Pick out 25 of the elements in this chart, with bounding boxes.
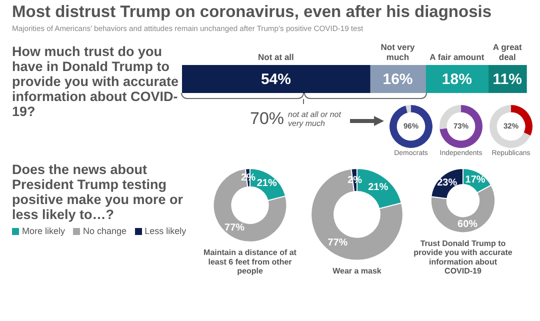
text: Trust Donald Trump to provide you with accurate information about COVID-19	[414, 239, 513, 276]
text: How much trust do you have in Donald Trump to provide you with accurate information about COVID-19?	[12, 44, 180, 119]
data-label: 17%	[465, 174, 486, 186]
legend-label: More likely	[22, 226, 66, 236]
data-label: 16%	[382, 71, 413, 88]
data-label: 11%	[492, 71, 522, 88]
bar	[182, 65, 370, 93]
data-label: 60%	[458, 219, 478, 230]
data-label: 23%	[437, 177, 458, 188]
legend-label: No change	[83, 226, 127, 236]
series-label: A fair amount	[430, 52, 484, 62]
series-label: Not very much	[380, 42, 416, 62]
series-label: A great deal	[492, 42, 522, 62]
data-label: 54%	[260, 71, 291, 88]
data-label: 21%	[256, 178, 277, 190]
legend-label: Less likely	[144, 226, 186, 236]
text: Maintain a distance of at least 6 feet from other people	[204, 248, 297, 276]
chart-title: Most distrust Trump on coronavirus, even after his diagnosis	[12, 3, 492, 22]
data-label: 77%	[224, 222, 245, 234]
text: Wear a mask	[332, 266, 382, 276]
legend-title: Does the news about President Trump testing positive make you more or less likely to…?	[12, 162, 184, 222]
data-label: 18%	[442, 71, 472, 88]
data-label: 77%	[328, 238, 348, 249]
series-label: Not at all	[258, 52, 294, 62]
data-label: 21%	[368, 182, 388, 193]
